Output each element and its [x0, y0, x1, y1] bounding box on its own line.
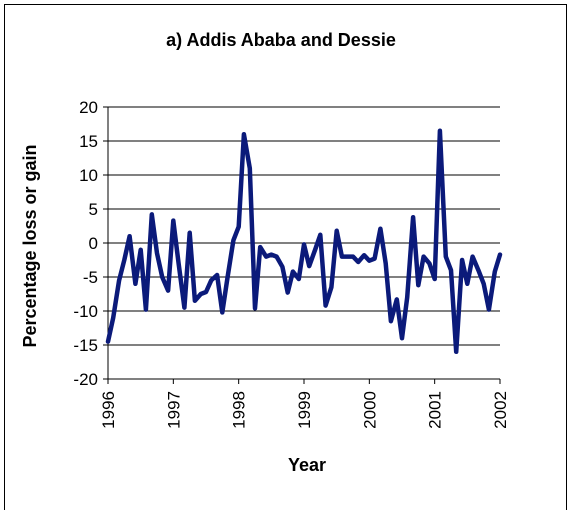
y-tick-label: 15 — [79, 132, 98, 151]
y-tick-label: -15 — [73, 336, 98, 355]
y-tick-label: -5 — [83, 268, 98, 287]
y-tick-label: 0 — [89, 234, 98, 253]
y-tick-label: 5 — [89, 200, 98, 219]
x-axis-label: Year — [288, 455, 326, 475]
y-tick-label: -20 — [73, 370, 98, 389]
x-tick-label: 2001 — [426, 391, 445, 429]
y-tick-labels: 20 15 10 5 0 -5 -10 -15 -20 — [73, 98, 98, 389]
x-tick-label: 1997 — [164, 391, 183, 429]
y-tick-label: 20 — [79, 98, 98, 117]
x-tick-label: 1998 — [230, 391, 249, 429]
series-line — [105, 128, 503, 355]
x-tick-label: 2000 — [360, 391, 379, 429]
y-tick-label: -10 — [73, 302, 98, 321]
x-tick-label: 2002 — [491, 391, 510, 429]
x-tick-labels: 1996 1997 1998 1999 2000 2001 2002 — [99, 391, 510, 429]
x-tick-label: 1996 — [99, 391, 118, 429]
y-tick-label: 10 — [79, 166, 98, 185]
chart-title: a) Addis Ababa and Dessie — [166, 30, 396, 50]
y-axis-label: Percentage loss or gain — [20, 144, 40, 347]
x-tick-label: 1999 — [295, 391, 314, 429]
